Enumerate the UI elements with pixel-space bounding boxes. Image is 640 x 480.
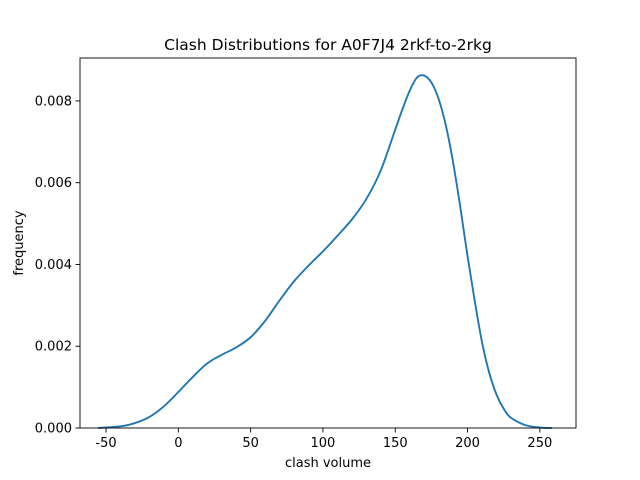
x-axis: -50 0 50 100 150 200 250: [95, 428, 552, 451]
x-tick-label: -50: [95, 436, 116, 451]
x-tick-label: 100: [311, 436, 336, 451]
x-tick-label: 0: [174, 436, 182, 451]
x-tick-label: 50: [242, 436, 259, 451]
y-axis: 0.000 0.002 0.004 0.006 0.008: [35, 94, 80, 437]
y-tick-label: 0.002: [35, 340, 72, 355]
x-tick-label: 200: [455, 436, 480, 451]
y-tick-label: 0.006: [35, 176, 72, 191]
x-tick-label: 250: [527, 436, 552, 451]
x-axis-label: clash volume: [285, 456, 371, 471]
plot-frame: [79, 57, 577, 429]
x-tick-label: 150: [383, 436, 408, 451]
y-axis-label: frequency: [12, 210, 27, 276]
plot-area: [97, 74, 553, 429]
y-tick-label: 0.004: [35, 258, 72, 273]
chart-title: Clash Distributions for A0F7J4 2rkf-to-2…: [164, 36, 492, 54]
series-line-0: [97, 74, 553, 429]
y-tick-label: 0.008: [35, 94, 72, 109]
y-tick-label: 0.000: [35, 422, 72, 437]
